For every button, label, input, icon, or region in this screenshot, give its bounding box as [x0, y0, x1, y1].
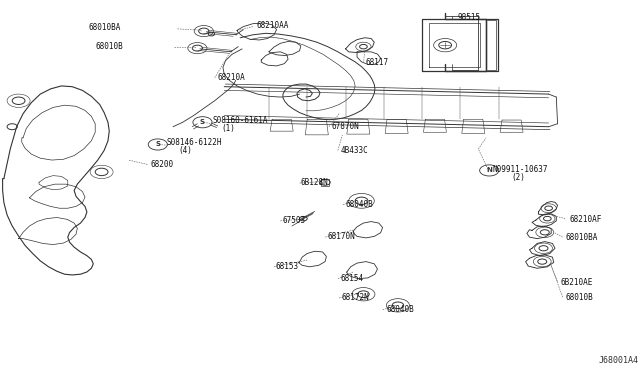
Text: 67503: 67503: [282, 217, 305, 225]
Text: 68210AA: 68210AA: [256, 21, 289, 30]
Text: S: S: [156, 141, 160, 147]
Text: (1): (1): [221, 124, 236, 133]
Text: 68040B: 68040B: [387, 305, 414, 314]
Text: 68170N: 68170N: [328, 232, 355, 241]
Text: 68154: 68154: [340, 274, 364, 283]
Text: N09911-10637: N09911-10637: [492, 165, 548, 174]
Text: 6B210AE: 6B210AE: [560, 278, 593, 287]
Text: 68172N: 68172N: [342, 294, 369, 302]
Text: 68210AF: 68210AF: [569, 215, 602, 224]
Text: S08160-6161A: S08160-6161A: [212, 116, 268, 125]
Text: 68117: 68117: [366, 58, 389, 67]
Text: 67870N: 67870N: [332, 122, 359, 131]
Text: S08146-6122H: S08146-6122H: [167, 138, 222, 147]
Text: 4B433C: 4B433C: [341, 145, 369, 154]
Text: 68010BA: 68010BA: [565, 233, 598, 243]
Text: 6B128N: 6B128N: [301, 178, 328, 187]
Text: (2): (2): [511, 173, 525, 182]
Text: (4): (4): [178, 146, 192, 155]
Text: J68001A4: J68001A4: [598, 356, 638, 365]
Text: S: S: [200, 119, 205, 125]
Text: 98515: 98515: [458, 13, 481, 22]
Text: 68153: 68153: [275, 262, 298, 271]
Text: 68200: 68200: [150, 160, 173, 169]
Text: 68010B: 68010B: [565, 294, 593, 302]
Text: 68210A: 68210A: [218, 73, 246, 82]
Text: N: N: [486, 167, 492, 173]
Text: 68010B: 68010B: [95, 42, 124, 51]
Text: 68040B: 68040B: [346, 200, 373, 209]
Text: 68010BA: 68010BA: [88, 23, 121, 32]
